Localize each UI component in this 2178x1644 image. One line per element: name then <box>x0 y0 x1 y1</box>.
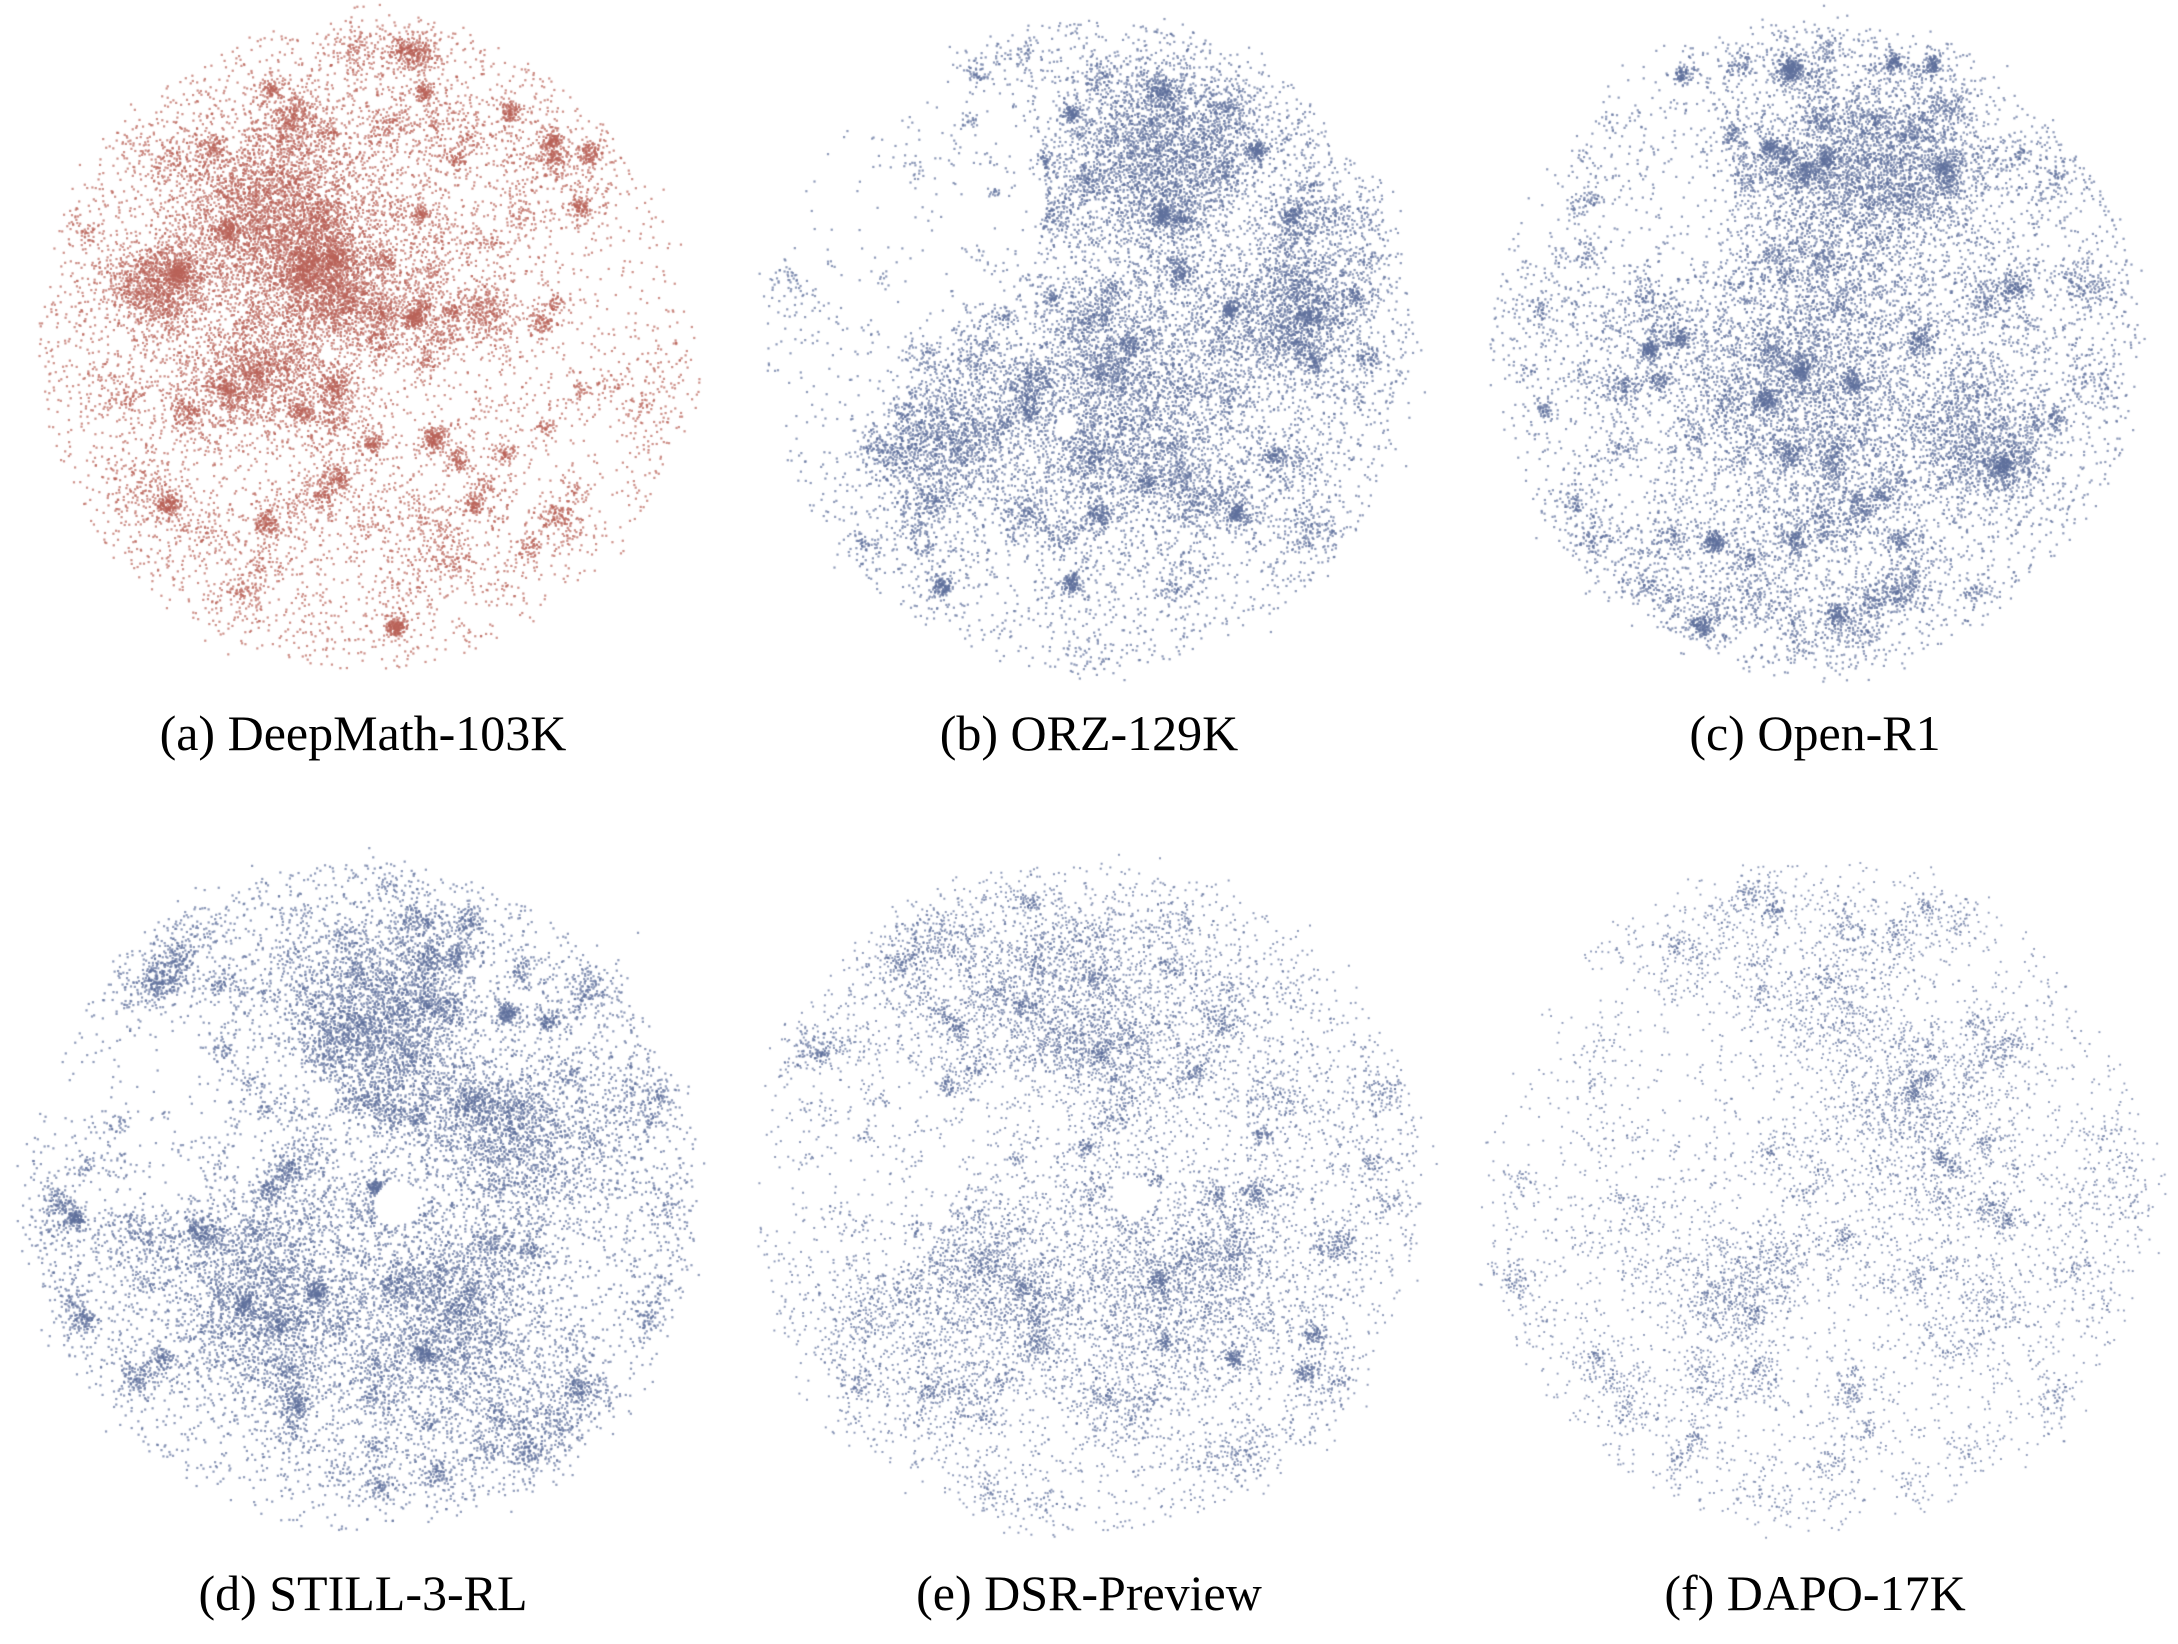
panel-a-deepmath: (a) DeepMath-103K <box>0 0 726 790</box>
scatter-cloud-still3rl <box>8 842 718 1552</box>
panel-caption-a: (a) DeepMath-103K <box>159 705 567 761</box>
panel-d-still3rl: (d) STILL-3-RL <box>0 790 726 1644</box>
panel-c-openr1: (c) Open-R1 <box>1452 0 2178 790</box>
scatter-cloud-dapo <box>1460 842 2170 1552</box>
panel-caption-d: (d) STILL-3-RL <box>198 1565 528 1621</box>
scatter-cloud-deepmath <box>18 0 708 690</box>
panel-caption-c: (c) Open-R1 <box>1689 705 1941 761</box>
scatter-cloud-orz <box>744 0 1434 690</box>
panel-e-dsrpreview: (e) DSR-Preview <box>726 790 1452 1644</box>
panel-f-dapo: (f) DAPO-17K <box>1452 790 2178 1644</box>
scatter-cloud-dsrpreview <box>734 842 1444 1552</box>
panel-b-orz: (b) ORZ-129K <box>726 0 1452 790</box>
panel-caption-e: (e) DSR-Preview <box>916 1565 1262 1621</box>
scatter-cloud-openr1 <box>1470 0 2160 690</box>
panel-caption-b: (b) ORZ-129K <box>939 705 1239 761</box>
panel-caption-f: (f) DAPO-17K <box>1664 1565 1966 1621</box>
